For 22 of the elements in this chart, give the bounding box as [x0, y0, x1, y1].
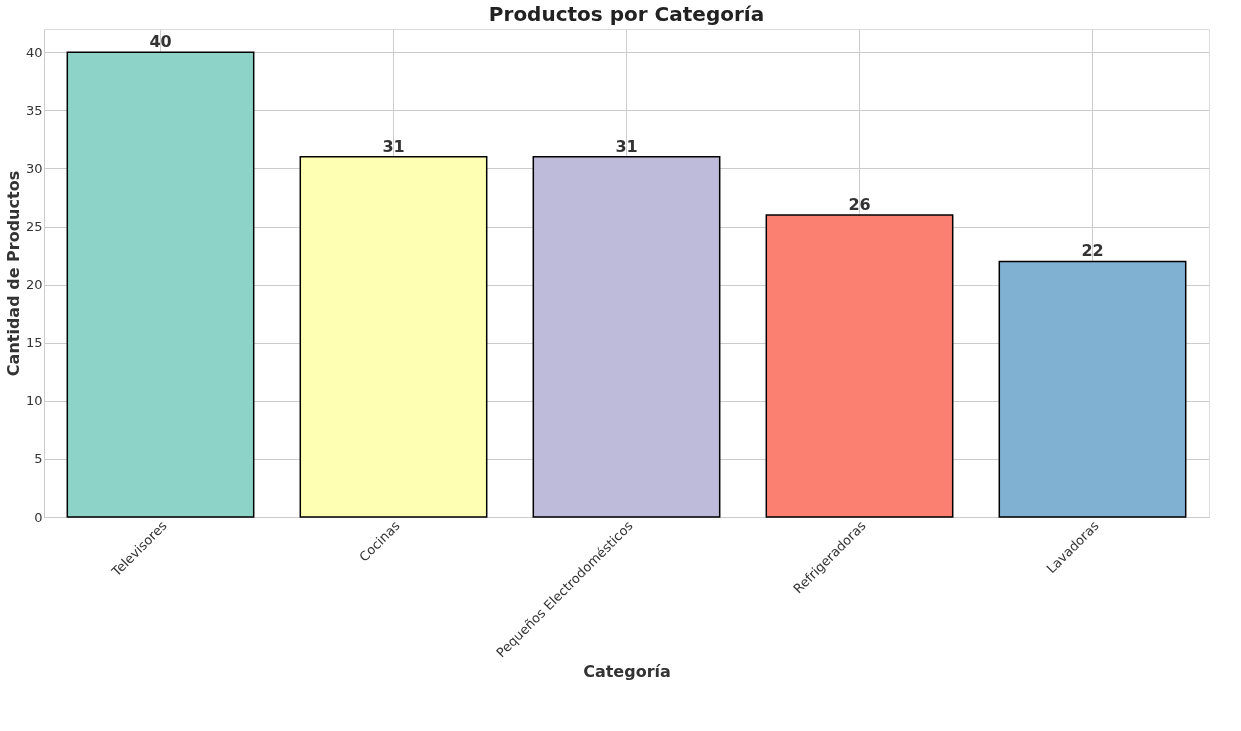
y-tick-label: 25 [25, 219, 43, 235]
data-label: 31 [615, 136, 638, 156]
y-tick-label: 20 [25, 277, 43, 293]
y-tick-label: 5 [34, 451, 43, 467]
y-tick-label: 40 [25, 44, 43, 60]
bar [299, 156, 488, 518]
chart-title: Productos por Categoría [488, 2, 765, 26]
bar [765, 214, 954, 518]
y-tick-label: 35 [25, 102, 43, 118]
data-label: 31 [382, 136, 405, 156]
y-tick-label: 0 [34, 509, 43, 525]
data-label: 22 [1081, 241, 1104, 261]
bar [998, 260, 1187, 518]
x-axis-title: Categoría [583, 662, 671, 682]
data-label: 40 [149, 32, 172, 52]
y-tick-label: 15 [25, 335, 43, 351]
data-label: 26 [848, 194, 871, 214]
y-tick-label: 10 [25, 393, 43, 409]
bar [66, 51, 255, 518]
y-tick-label: 30 [25, 160, 43, 176]
y-axis-title: Cantidad de Productos [3, 170, 23, 377]
bar [532, 156, 721, 518]
